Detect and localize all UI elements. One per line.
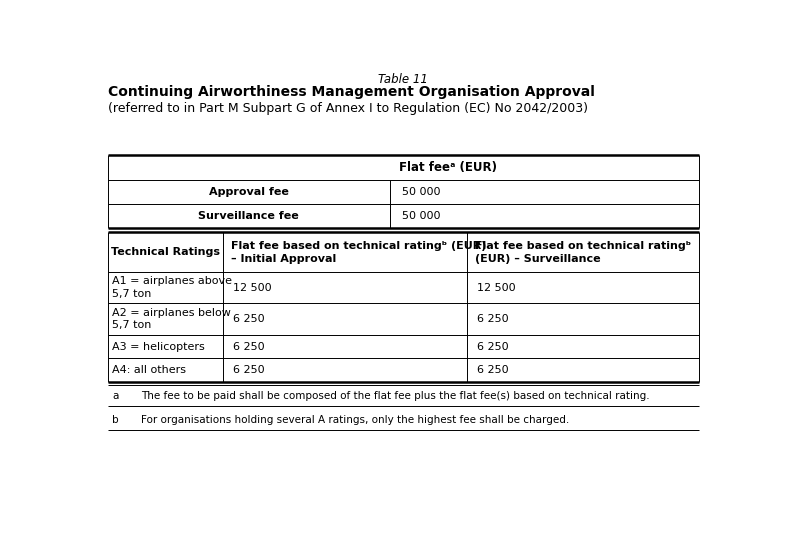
Text: A2 = airplanes below
5,7 ton: A2 = airplanes below 5,7 ton xyxy=(113,308,231,330)
Text: Flat fee based on technical ratingᵇ (EUR)
– Initial Approval: Flat fee based on technical ratingᵇ (EUR… xyxy=(231,241,486,263)
Text: For organisations holding several A ratings, only the highest fee shall be charg: For organisations holding several A rati… xyxy=(141,415,569,425)
Text: Surveillance fee: Surveillance fee xyxy=(198,211,299,221)
Text: b: b xyxy=(113,415,119,425)
Text: A3 = helicopters: A3 = helicopters xyxy=(113,341,205,352)
Text: (referred to in Part M Subpart G of Annex I to Regulation (EC) No 2042/2003): (referred to in Part M Subpart G of Anne… xyxy=(108,102,588,115)
Text: Continuing Airworthiness Management Organisation Approval: Continuing Airworthiness Management Orga… xyxy=(108,85,594,99)
Text: A1 = airplanes above
5,7 ton: A1 = airplanes above 5,7 ton xyxy=(113,276,232,299)
Text: A4: all others: A4: all others xyxy=(113,365,187,375)
Text: The fee to be paid shall be composed of the flat fee plus the flat fee(s) based : The fee to be paid shall be composed of … xyxy=(141,391,650,401)
Text: Flat fee based on technical ratingᵇ
(EUR) – Surveillance: Flat fee based on technical ratingᵇ (EUR… xyxy=(475,241,691,263)
Text: 50 000: 50 000 xyxy=(402,187,441,197)
Text: 6 250: 6 250 xyxy=(477,341,508,352)
Text: 6 250: 6 250 xyxy=(477,314,508,324)
Text: 6 250: 6 250 xyxy=(233,341,264,352)
Text: Approval fee: Approval fee xyxy=(209,187,289,197)
Text: 12 500: 12 500 xyxy=(233,283,272,293)
Text: 6 250: 6 250 xyxy=(233,314,264,324)
Text: Table 11: Table 11 xyxy=(379,73,428,86)
Text: 6 250: 6 250 xyxy=(233,365,264,375)
Text: Flat feeᵃ (EUR): Flat feeᵃ (EUR) xyxy=(399,161,497,174)
Text: a: a xyxy=(113,391,119,401)
Text: Technical Ratings: Technical Ratings xyxy=(111,247,220,257)
Text: 50 000: 50 000 xyxy=(402,211,441,221)
Text: 12 500: 12 500 xyxy=(477,283,515,293)
Text: 6 250: 6 250 xyxy=(477,365,508,375)
